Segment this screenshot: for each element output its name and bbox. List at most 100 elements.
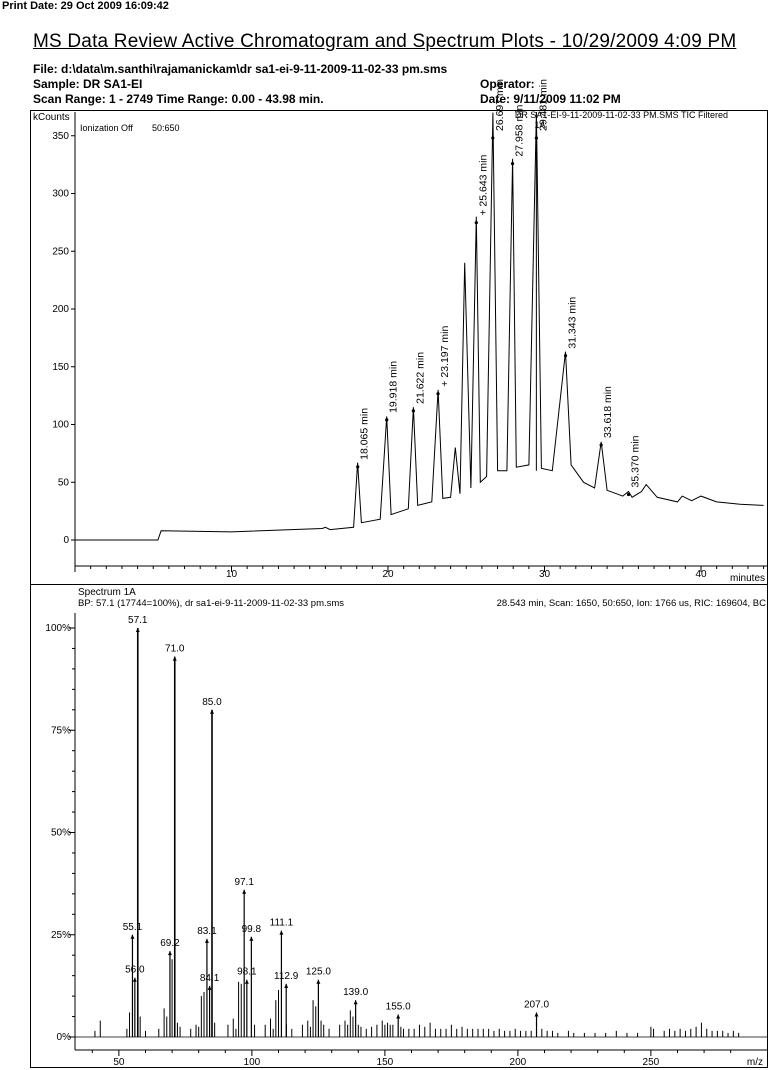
spectrum-peak-marker (353, 1000, 358, 1005)
peak-apex-dot (385, 418, 389, 422)
spectrum-peak-label: 55.1 (123, 922, 143, 933)
spectrum-x-tick-label: 50 (113, 1057, 125, 1068)
spectrum-y-tick-label: 0% (57, 1032, 72, 1043)
spectrum-peak-marker (244, 979, 249, 984)
peak-apex-dot (563, 354, 568, 358)
peak-label: + 23.197 min (439, 326, 451, 387)
spectrum-y-tick-label: 25% (51, 930, 71, 941)
spectrum-title: Spectrum 1A (78, 587, 136, 598)
peak-label: 19.918 min (388, 361, 400, 413)
chromatogram-axes: 0 50 100 150 200 250 300 350 10 20 30 40 (52, 112, 768, 580)
mz-unit-label: m/z (747, 1057, 763, 1068)
spectrum-peak-marker (204, 938, 209, 943)
peak-label: 21.622 min (414, 352, 426, 404)
x-unit-label: minutes (730, 573, 765, 584)
peak-apex-dot (411, 409, 415, 413)
file-path: File: d:\data\m.santhi\rajamanickam\dr s… (33, 62, 448, 76)
chromatogram-plot: kCounts Ionization Off 50:650 DR SA1-EI-… (33, 79, 768, 584)
print-date: Print Date: 29 Oct 2009 16:09:42 (2, 0, 169, 12)
peak-label: + 25.643 min (477, 155, 489, 216)
tic-trace-line (75, 111, 764, 541)
spectrum-x-tick-label: 100 (244, 1057, 261, 1068)
x-tick-label: 10 (226, 569, 238, 580)
plot-frame (30, 110, 768, 1068)
base-peak-info: BP: 57.1 (17744=100%), dr sa1-ei-9-11-20… (78, 598, 344, 609)
chromatogram-trace (75, 111, 764, 541)
trace-label: DR SA1-EI-9-11-2009-11-02-33 PM.SMS TIC … (515, 110, 728, 120)
spectrum-peak-label: 112.9 (274, 971, 299, 982)
spectrum-peak-marker (130, 934, 135, 939)
spectrum-peak-label: 111.1 (270, 918, 294, 929)
peak-apex-dot (474, 221, 478, 225)
acquisition-date: Date: 9/11/2009 11:02 PM (480, 92, 621, 106)
spectrum-peak-label: 125.0 (306, 967, 331, 978)
y-tick-label: 200 (52, 304, 69, 315)
spectrum-peak-marker (167, 951, 172, 956)
peak-apex-dot (599, 443, 603, 447)
x-tick-label: 20 (382, 569, 394, 580)
spectrum-peak-label: 83.1 (197, 926, 217, 937)
y-tick-label: 350 (52, 131, 69, 142)
spectrum-peak-marker (209, 709, 214, 714)
spectrum-peak-label: 85.0 (202, 697, 222, 708)
spectrum-peak-marker (534, 1012, 539, 1017)
spectrum-peak-label: 139.0 (343, 987, 368, 998)
spectrum-peak-label: 98.1 (237, 967, 257, 978)
chromatogram-peak-labels: 18.065 min 19.918 min 21.622 min + 23.197 m… (356, 79, 642, 497)
mass-range-label: 50:650 (152, 123, 180, 133)
peak-apex-dot (436, 392, 440, 396)
scan-info: 28.543 min, Scan: 1650, 50:650, Ion: 176… (497, 598, 766, 609)
peak-apex-dot (534, 136, 538, 140)
spectrum-peak-label: 207.0 (524, 999, 549, 1010)
scan-range: Scan Range: 1 - 2749 Time Range: 0.00 - … (33, 92, 324, 106)
peak-label: 26.697 min (494, 79, 506, 131)
spectrum-bars: 55.1 56.0 57.1 69.2 71.0 83.1 84.1 85.0 97.1 98.1… (94, 615, 740, 1037)
spectrum-peak-marker (242, 889, 247, 894)
peak-apex-dot (626, 492, 631, 497)
spectrum-y-tick-label: 100% (45, 623, 71, 634)
y-tick-label: 250 (52, 246, 69, 257)
spectrum-peak-label: 56.0 (125, 965, 145, 976)
y-unit-label: kCounts (33, 112, 70, 123)
spectrum-peak-marker (207, 985, 212, 990)
peak-label: 18.065 min (359, 408, 371, 460)
peak-apex-dot (510, 161, 515, 166)
spectrum-peak-marker (249, 936, 254, 941)
spectrum-peak-label: 99.8 (242, 924, 262, 935)
spectrum-peak-label: 71.0 (165, 644, 185, 655)
spectrum-peak-label: 97.1 (234, 877, 254, 888)
y-tick-label: 0 (63, 535, 69, 546)
peak-apex-dot (356, 465, 360, 469)
page-title: MS Data Review Active Chromatogram and S… (33, 31, 737, 52)
sample-name: Sample: DR SA1-EI (33, 77, 143, 91)
spectrum-peak-label: 84.1 (200, 973, 220, 984)
peak-apex-dot (491, 136, 495, 140)
y-tick-label: 50 (58, 477, 70, 488)
x-tick-label: 30 (539, 569, 551, 580)
spectrum-peak-marker (279, 930, 284, 935)
spectrum-peak-marker (316, 979, 321, 984)
panel-separator (30, 584, 768, 585)
y-tick-label: 100 (52, 420, 69, 431)
operator-label: Operator: (480, 77, 535, 91)
spectrum-peak-marker (132, 977, 137, 982)
spectrum-x-tick-label: 200 (510, 1057, 527, 1068)
spectrum-x-tick-label: 250 (643, 1057, 660, 1068)
mass-spectrum-plot: Spectrum 1A BP: 57.1 (17744=100%), dr sa… (45, 587, 768, 1068)
spectrum-x-tick-label: 150 (377, 1057, 394, 1068)
ionization-label: Ionization Off (80, 123, 133, 133)
marker-1a-label: 1A (534, 120, 545, 130)
x-tick-label: 40 (695, 569, 707, 580)
peak-label: 35.370 min (630, 435, 642, 487)
peak-label: 29.481 min (537, 79, 549, 131)
peak-label: 27.958 min (514, 104, 526, 156)
spectrum-peak-label: 69.2 (160, 938, 180, 949)
spectrum-y-tick-label: 50% (51, 828, 71, 839)
spectrum-peak-marker (284, 983, 289, 988)
peak-label: 31.343 min (567, 297, 579, 349)
spectrum-peak-marker (135, 628, 140, 632)
y-tick-label: 300 (52, 189, 69, 200)
spectrum-peak-marker (172, 656, 177, 661)
peak-label: 33.618 min (602, 386, 614, 438)
y-tick-label: 150 (52, 362, 69, 373)
